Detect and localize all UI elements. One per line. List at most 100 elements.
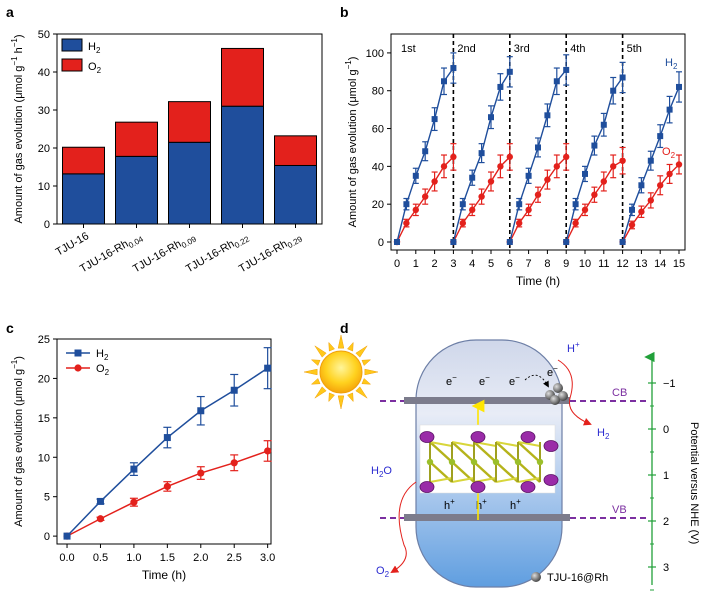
- point-h2: [563, 239, 570, 245]
- metal-atom: [543, 474, 559, 486]
- y-tick-label: 5: [44, 492, 50, 504]
- point-O2: [163, 482, 171, 491]
- bar-H2-3: [221, 105, 264, 225]
- atom: [426, 458, 434, 466]
- point-O2: [96, 515, 105, 523]
- y-tick-label: 20: [38, 143, 50, 155]
- x-tick-label: 2.5: [227, 552, 242, 564]
- x-tick-label: 1.5: [160, 552, 175, 564]
- point-o2: [600, 178, 607, 185]
- point-o2: [403, 219, 410, 227]
- point-h2: [525, 172, 532, 179]
- point-h2: [666, 106, 673, 113]
- point-o2: [459, 219, 466, 227]
- plot-frame: [390, 33, 686, 251]
- point-o2: [563, 153, 570, 161]
- sun-ray: [355, 386, 368, 399]
- bar-H2-2: [168, 141, 211, 225]
- point-h2: [619, 74, 626, 81]
- cycle-label: 5th: [627, 43, 642, 55]
- metal-atom: [470, 481, 486, 493]
- legend-swatch-O2: [61, 58, 83, 72]
- vb-label: VB: [612, 504, 627, 516]
- cb-label: CB: [612, 387, 627, 399]
- x-tick-label: 2: [432, 258, 438, 270]
- sun-ray: [310, 359, 321, 366]
- y-tick-label: 60: [372, 124, 384, 136]
- point-o2: [638, 208, 645, 215]
- x-tick-label: 1.0: [126, 552, 141, 564]
- metal-atom: [470, 431, 486, 443]
- svg-text:h+: h+: [444, 497, 455, 512]
- point-H2: [96, 497, 104, 505]
- point-h2: [412, 172, 419, 179]
- legend-swatch-H2: [61, 38, 83, 52]
- plot-frame: [56, 338, 272, 545]
- y-tick-label: 25: [38, 334, 50, 346]
- legend-label-O2: O2: [88, 61, 102, 75]
- point-o2: [553, 163, 560, 170]
- bond: [473, 441, 497, 463]
- x-tick-label: 15: [673, 258, 685, 270]
- point-o2: [675, 161, 683, 168]
- point-h2: [657, 133, 664, 140]
- point-H2: [197, 407, 205, 415]
- point-h2: [544, 112, 551, 119]
- y-tick-label: 0: [378, 237, 384, 249]
- sun-ray: [355, 345, 368, 358]
- point-h2: [506, 239, 513, 245]
- water-oxidation-arrow: [390, 481, 417, 574]
- catalyst-legend-ball: [531, 572, 541, 582]
- x-tick-label: 12: [616, 258, 628, 270]
- h-plus-label: H+: [567, 340, 580, 355]
- point-h2: [431, 116, 438, 123]
- electron-transfer-arrow: [524, 374, 549, 388]
- point-h2: [450, 239, 457, 245]
- point-o2: [525, 206, 532, 214]
- x-tick-label: 5: [488, 258, 494, 270]
- bond: [495, 441, 519, 463]
- cycle-label: 3rd: [514, 43, 530, 55]
- point-H2: [63, 532, 71, 540]
- point-o2: [666, 170, 673, 178]
- sun-ray: [364, 368, 379, 376]
- point-o2: [497, 163, 504, 170]
- point-h2: [647, 157, 654, 164]
- y-tick-label: 0: [44, 531, 50, 543]
- potential-tick-label: −1: [663, 378, 676, 390]
- x-tick-label: 11: [598, 258, 609, 270]
- y-tick-label: 40: [38, 67, 50, 79]
- x-tick-label: 2.0: [193, 552, 208, 564]
- bond: [451, 477, 475, 483]
- svg-text:h+: h+: [476, 497, 487, 512]
- x-axis-label: Time (h): [142, 568, 186, 582]
- atom: [514, 458, 522, 466]
- point-o2: [647, 197, 654, 204]
- point-o2: [450, 153, 457, 161]
- point-o2: [619, 157, 626, 164]
- y-axis-label: Amount of gas evolution (μmol g−1 h−1): [10, 34, 25, 223]
- point-o2: [534, 191, 542, 198]
- metal-atom: [419, 481, 435, 493]
- y-tick-label: 40: [372, 161, 384, 173]
- series-line-h2: [565, 77, 624, 243]
- point-o2: [628, 221, 636, 229]
- bar-O2-0: [62, 146, 105, 175]
- point-H2: [163, 434, 171, 442]
- legend-label-H2: H2: [96, 348, 109, 362]
- point-h2: [394, 239, 400, 245]
- point-o2: [506, 153, 513, 161]
- point-o2: [469, 206, 476, 214]
- bond: [429, 441, 453, 463]
- crystal-structure: [419, 424, 559, 494]
- x-tick-label: 7: [526, 258, 532, 270]
- y-tick-label: 80: [372, 86, 384, 98]
- point-h2: [591, 142, 598, 149]
- point-h2: [610, 87, 617, 94]
- point-o2: [591, 191, 598, 198]
- point-h2: [478, 150, 485, 157]
- legend-label-H2: H2: [88, 41, 101, 55]
- y-tick-label: 50: [38, 29, 50, 41]
- y-axis-label: Amount of gas evolution (μmol g−1): [10, 356, 25, 527]
- point-h2: [600, 121, 607, 128]
